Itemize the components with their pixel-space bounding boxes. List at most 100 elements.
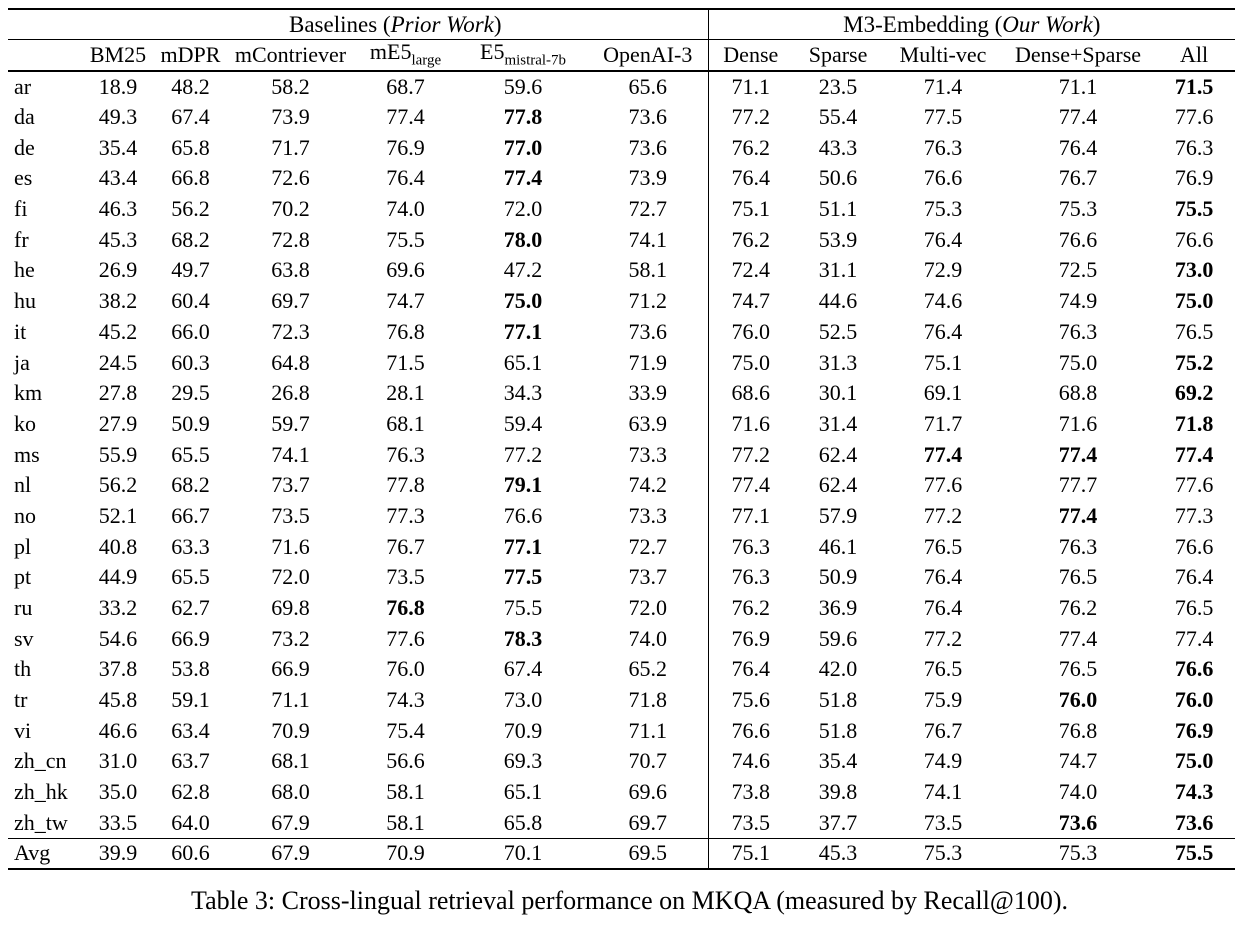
- table-cell: 76.2: [707, 224, 794, 256]
- row-label: ko: [14, 410, 36, 436]
- table-cell: 73.6: [628, 104, 668, 130]
- table-cell: 69.7: [271, 288, 310, 314]
- row-label: pt: [14, 564, 32, 590]
- table-cell: 66.7: [171, 502, 210, 528]
- table-cell: 67.9: [271, 809, 310, 835]
- table-cell: 68.6: [707, 377, 794, 409]
- table-cell: 76.5: [1174, 595, 1214, 621]
- table-cell: 56.2: [171, 196, 210, 222]
- table-cell: 53.9: [818, 226, 858, 252]
- table-cell: 68.2: [171, 472, 210, 498]
- table-cell: 71.1: [628, 717, 668, 743]
- table-cell: 76.9: [1174, 165, 1214, 191]
- table-cell: 76.4: [923, 595, 963, 621]
- table-row: ms 55.9 65.5 74.1 76.3 77.2 73.3 77.2 62.4 77.4 77…: [8, 439, 1235, 470]
- table-cell: 76.3: [923, 134, 963, 160]
- table-row: fr 45.3 68.2 72.8 75.5 78.0 74.1 76.2 53.9 76.4 76…: [8, 224, 1235, 256]
- table-row: sv 54.6 66.9 73.2 77.6 78.3 74.0 76.9 59.6 77.2 77…: [8, 623, 1235, 655]
- table-cell: 68.1: [271, 748, 310, 774]
- col-header-bm25: BM25: [83, 39, 153, 72]
- table-cell: 65.6: [628, 73, 668, 99]
- table-cell: 53.8: [171, 656, 210, 682]
- table-cell: 71.7: [923, 410, 963, 436]
- table-cell: 74.1: [923, 779, 963, 805]
- table-cell: 70.9: [271, 717, 310, 743]
- table-cell: 65.8: [503, 809, 543, 835]
- table-cell: 77.4: [1058, 441, 1098, 467]
- group-header-row: Baselines (Prior Work) M3-Embedding (Our…: [8, 9, 1236, 40]
- table-cell: 75.0: [1058, 349, 1098, 375]
- table-cell: 69.1: [923, 380, 963, 406]
- table-cell: 47.2: [503, 257, 543, 283]
- table-cell: 71.7: [271, 134, 310, 160]
- table-cell: 76.0: [386, 656, 425, 682]
- table-cell: 76.4: [386, 165, 425, 191]
- table-cell: 39.9: [83, 837, 153, 869]
- table-cell: 77.8: [503, 104, 543, 130]
- table-row: ru 33.2 62.7 69.8 76.8 75.5 72.0 76.2 36.9 76.4 76…: [8, 592, 1235, 624]
- table-cell: 70.7: [628, 748, 668, 774]
- table-cell: 75.3: [923, 196, 963, 222]
- table-cell: 75.1: [707, 193, 794, 225]
- table-cell: 76.7: [1058, 165, 1098, 191]
- row-label: pl: [14, 533, 32, 559]
- table-cell: 59.1: [171, 687, 210, 713]
- table-cell: 49.3: [98, 104, 138, 130]
- row-label: fi: [14, 196, 28, 222]
- table-cell: 38.2: [98, 288, 138, 314]
- table-cell: 56.6: [386, 748, 425, 774]
- table-cell: 77.2: [923, 502, 963, 528]
- table-cell: 59.6: [503, 73, 543, 99]
- table-cell: 77.6: [1174, 472, 1214, 498]
- table-cell: 69.7: [628, 809, 668, 835]
- table-cell: 70.1: [458, 837, 588, 869]
- table-cell: 65.5: [171, 564, 210, 590]
- table-cell: 52.1: [98, 502, 138, 528]
- table-cell: 76.6: [1174, 226, 1214, 252]
- table-cell: 76.5: [1174, 318, 1214, 344]
- table-cell: 27.9: [98, 410, 138, 436]
- corner-cell: [8, 39, 83, 72]
- table-cell: 73.9: [628, 165, 668, 191]
- table-cell: 74.1: [271, 441, 310, 467]
- row-label: Avg: [8, 837, 83, 869]
- table-cell: 50.6: [818, 165, 858, 191]
- table-cell: 73.6: [1058, 809, 1098, 835]
- table-cell: 65.2: [628, 656, 668, 682]
- table-cell: 77.4: [1058, 625, 1098, 651]
- table-cell: 74.0: [1058, 779, 1098, 805]
- table-cell: 77.6: [386, 625, 425, 651]
- table-cell: 69.3: [503, 748, 543, 774]
- table-cell: 71.6: [1058, 410, 1098, 436]
- table-cell: 70.9: [503, 717, 543, 743]
- table-cell: 71.1: [1058, 73, 1098, 99]
- table-cell: 63.4: [171, 717, 210, 743]
- table-cell: 77.4: [386, 104, 425, 130]
- table-cell: 76.3: [1174, 134, 1214, 160]
- table-cell: 45.3: [793, 837, 884, 869]
- table-cell: 60.4: [171, 288, 210, 314]
- table-cell: 63.9: [628, 410, 668, 436]
- table-cell: 51.8: [818, 687, 858, 713]
- table-cell: 55.9: [98, 441, 138, 467]
- table-cell: 69.6: [386, 257, 425, 283]
- table-cell: 69.5: [588, 837, 709, 869]
- table-cell: 73.3: [628, 441, 668, 467]
- table-cell: 70.2: [271, 196, 310, 222]
- table-cell: 72.0: [271, 564, 310, 590]
- table-cell: 71.9: [628, 349, 668, 375]
- table-cell: 75.5: [1153, 837, 1236, 869]
- table-cell: 75.5: [503, 595, 543, 621]
- table-cell: 76.7: [386, 533, 425, 559]
- row-label: vi: [14, 717, 32, 743]
- table-cell: 73.2: [271, 625, 310, 651]
- table-cell: 75.4: [386, 717, 425, 743]
- table-row: no 52.1 66.7 73.5 77.3 76.6 73.3 77.1 57.9 77.2 77…: [8, 500, 1235, 532]
- table-cell: 26.9: [98, 257, 138, 283]
- table-cell: 76.5: [923, 656, 963, 682]
- table-cell: 58.1: [386, 809, 425, 835]
- table-cell: 76.0: [707, 316, 794, 348]
- table-cell: 71.8: [628, 687, 668, 713]
- table-cell: 68.2: [171, 226, 210, 252]
- table-cell: 75.3: [1058, 196, 1098, 222]
